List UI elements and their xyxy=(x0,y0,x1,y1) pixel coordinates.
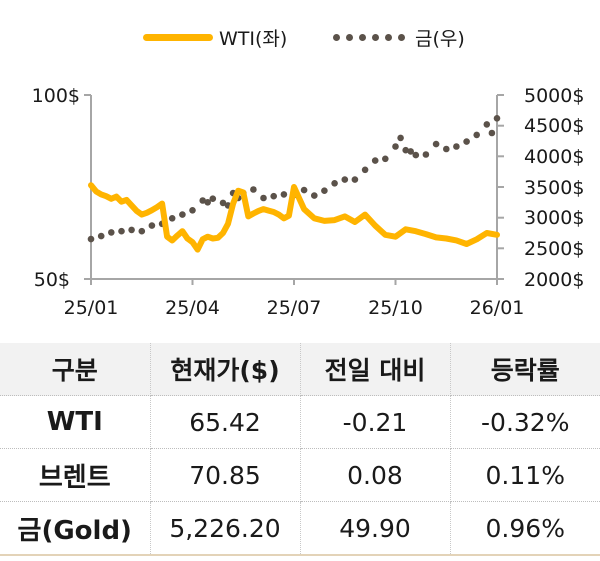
gold-series-dots xyxy=(87,115,501,243)
gold-data-point xyxy=(321,187,328,194)
gold-dots-swatch xyxy=(333,34,405,41)
row-rate: -0.32% xyxy=(450,395,600,449)
gold-data-point xyxy=(168,215,176,222)
gold-data-point xyxy=(300,186,308,194)
header-category: 구분 xyxy=(0,343,151,396)
gold-data-point xyxy=(179,211,186,218)
x-tick-2510: 25/10 xyxy=(368,297,423,319)
gold-data-point xyxy=(311,192,318,199)
gold-data-point xyxy=(397,134,404,142)
gold-data-point xyxy=(412,151,420,159)
gold-data-point xyxy=(407,148,415,155)
row-name: WTI xyxy=(0,395,151,449)
gold-data-point xyxy=(453,143,460,150)
gold-data-point xyxy=(371,157,379,164)
gold-data-point xyxy=(432,140,440,148)
gold-data-point xyxy=(199,197,206,204)
gold-data-point xyxy=(118,227,125,235)
header-rate: 등락률 xyxy=(450,343,600,396)
gold-data-point xyxy=(270,192,278,200)
gold-data-point xyxy=(463,138,470,145)
gold-data-point xyxy=(331,180,338,187)
gold-data-point xyxy=(422,151,430,158)
gold-data-point xyxy=(138,227,146,235)
row-name: 금(Gold) xyxy=(0,501,151,556)
y-right-tick-4000: 4000$ xyxy=(524,146,584,168)
row-price: 70.85 xyxy=(150,448,301,502)
legend-item-wti: WTI(좌) xyxy=(143,24,287,51)
y-right-tick-5000: 5000$ xyxy=(524,85,584,107)
gold-data-point xyxy=(402,146,410,154)
gold-data-point xyxy=(351,176,359,183)
x-tick-2601: 26/01 xyxy=(470,297,525,319)
gold-data-point xyxy=(108,229,115,236)
wti-series-line xyxy=(88,182,500,253)
gold-data-point xyxy=(280,191,288,198)
table-header-row: 구분 현재가($) 전일 대비 등락률 xyxy=(0,343,600,396)
row-change: -0.21 xyxy=(300,395,451,449)
wti-line-swatch xyxy=(143,34,213,41)
x-tick-2504: 25/04 xyxy=(165,297,220,319)
gold-data-point xyxy=(189,207,196,214)
chart-axes xyxy=(84,94,504,285)
gold-data-point xyxy=(392,143,399,150)
y-left-tick-50: 50$ xyxy=(34,269,70,291)
row-price: 5,226.20 xyxy=(150,501,301,556)
gold-data-point xyxy=(260,194,267,202)
row-name: 브렌트 xyxy=(0,448,151,502)
gold-data-point xyxy=(219,199,227,207)
y-left-tick-100: 100$ xyxy=(32,85,80,107)
row-price: 65.42 xyxy=(150,395,301,449)
table-row: 금(Gold) 5,226.20 49.90 0.96% xyxy=(0,501,600,556)
chart-legend: WTI(좌) 금(우) xyxy=(0,24,600,54)
price-table: 구분 현재가($) 전일 대비 등락률 WTI 65.42 -0.21 -0.3… xyxy=(0,343,600,556)
gold-data-point xyxy=(209,195,217,202)
y-right-tick-3000: 3000$ xyxy=(524,207,584,229)
y-right-tick-4500: 4500$ xyxy=(524,115,584,137)
gold-data-point xyxy=(493,115,501,122)
table-row: 브렌트 70.85 0.08 0.11% xyxy=(0,448,600,502)
y-right-tick-3500: 3500$ xyxy=(524,177,584,199)
legend-wti-label: WTI(좌) xyxy=(219,28,288,50)
x-tick-2501: 25/01 xyxy=(64,297,119,319)
legend-item-gold: 금(우) xyxy=(333,24,465,51)
gold-data-point xyxy=(204,199,211,206)
gold-data-point xyxy=(483,121,491,128)
row-rate: 0.11% xyxy=(450,448,600,502)
row-change: 0.08 xyxy=(300,448,451,502)
gold-data-point xyxy=(382,155,389,163)
gold-data-point xyxy=(97,232,105,240)
gold-data-point xyxy=(250,186,257,193)
price-chart: 100$ 50$ 5000$ 4500$ 4000$ 3500$ 3000$ 2… xyxy=(32,85,585,319)
gold-data-point xyxy=(473,131,481,139)
y-right-tick-2500: 2500$ xyxy=(524,238,584,260)
legend-gold-label: 금(우) xyxy=(415,28,465,50)
gold-data-point xyxy=(148,222,156,229)
gold-data-point xyxy=(341,176,349,183)
row-rate: 0.96% xyxy=(450,501,600,556)
table-row: WTI 65.42 -0.21 -0.32% xyxy=(0,395,600,449)
gold-data-point xyxy=(488,129,496,137)
gold-data-point xyxy=(87,235,95,243)
header-change: 전일 대비 xyxy=(300,343,451,396)
gold-data-point xyxy=(361,166,369,174)
header-price: 현재가($) xyxy=(150,343,301,396)
row-change: 49.90 xyxy=(300,501,451,556)
x-tick-2507: 25/07 xyxy=(267,297,322,319)
gold-data-point xyxy=(128,226,135,234)
y-right-tick-2000: 2000$ xyxy=(524,269,584,291)
gold-data-point xyxy=(443,145,450,153)
